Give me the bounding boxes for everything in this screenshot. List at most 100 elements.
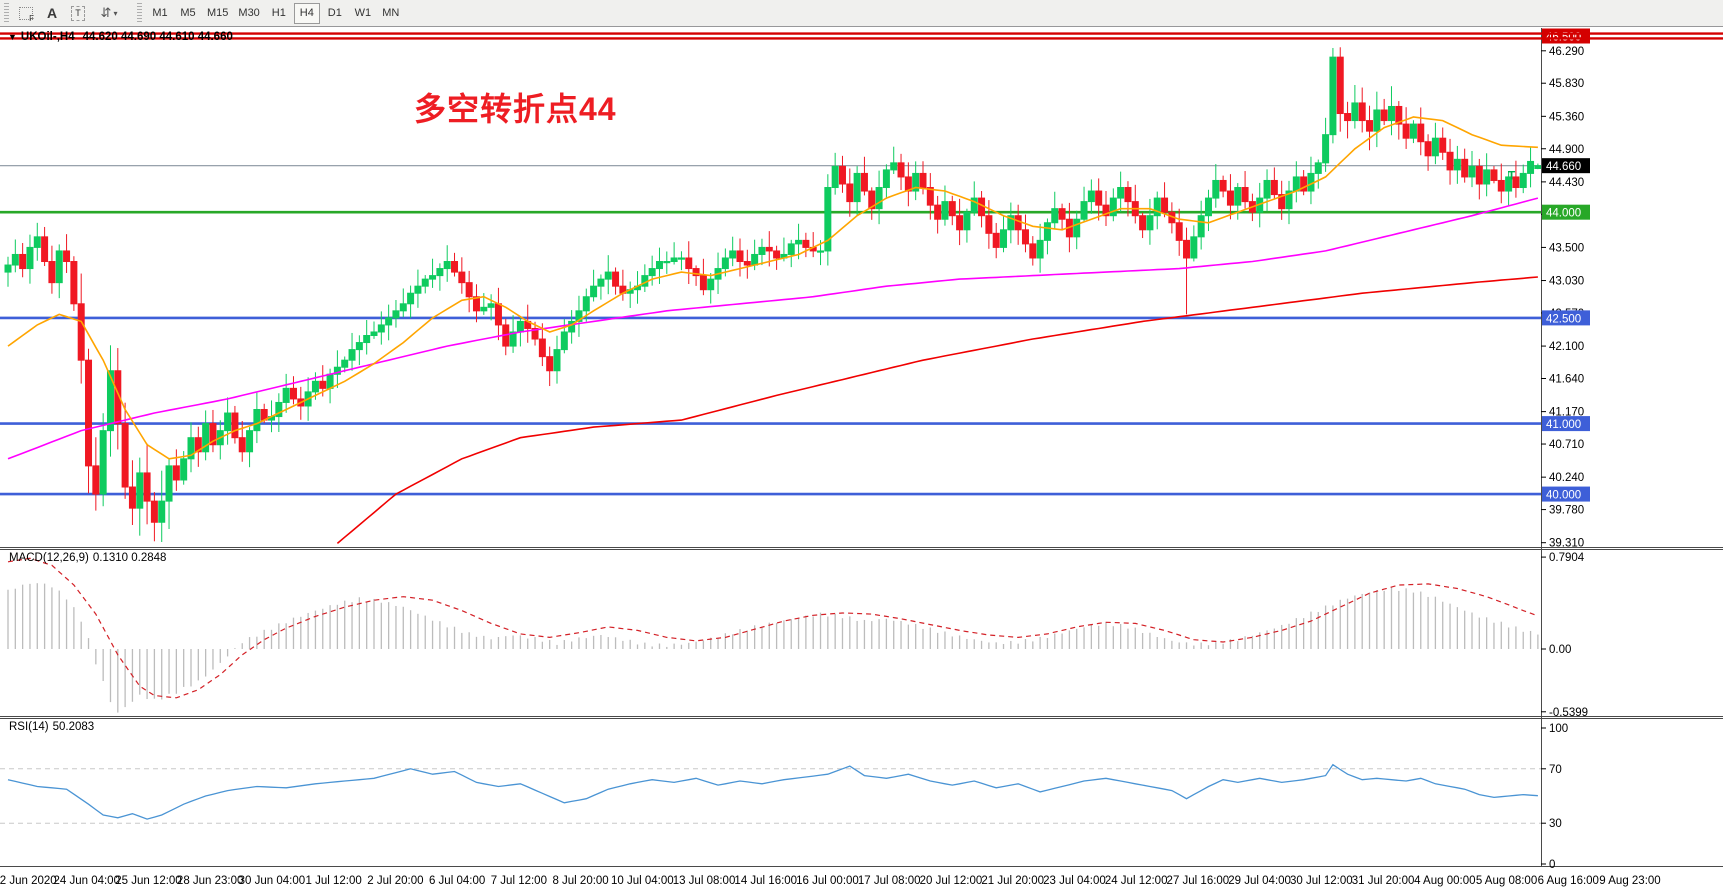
ma-magenta-line (7, 197, 1539, 460)
candle-body (1446, 151, 1454, 171)
candle-body (253, 409, 261, 432)
candle-body (582, 296, 590, 312)
rsi-tick-label: 100 (1549, 723, 1568, 735)
candle-body (1409, 123, 1417, 139)
candle-body (1431, 137, 1439, 157)
candle-body (421, 278, 429, 287)
candle-body (1270, 179, 1278, 196)
candle-body (1117, 187, 1125, 199)
candle-body (1417, 123, 1425, 143)
date-axis-label: 2 Jul 20:00 (367, 875, 423, 887)
chart-properties-button[interactable]: F (13, 2, 39, 24)
candle-body (1051, 208, 1059, 224)
text-label-button[interactable]: T (65, 2, 91, 24)
candle-body (128, 486, 136, 509)
candle-body (150, 500, 158, 523)
candle-body (487, 303, 495, 308)
timeframe-button-H1[interactable]: H1 (266, 3, 292, 24)
toolbar-grip[interactable] (4, 3, 9, 23)
candle-body (1314, 162, 1322, 174)
candle-body (831, 165, 839, 189)
candle-body (1387, 105, 1395, 122)
candle-body (1292, 176, 1300, 192)
candle-body (590, 285, 598, 298)
timeframe-button-M30[interactable]: M30 (234, 3, 263, 24)
dropdown-caret-icon: ▾ (113, 8, 118, 18)
candle-body (77, 303, 85, 361)
timeframe-button-D1[interactable]: D1 (322, 3, 348, 24)
candle-body (85, 359, 93, 467)
price-tick-label: 46.290 (1549, 46, 1584, 58)
candle-body (846, 183, 854, 203)
timeframe-button-M1[interactable]: M1 (147, 3, 173, 24)
candle-body (1007, 215, 1015, 231)
timeframe-button-M15[interactable]: M15 (203, 3, 232, 24)
candle-body (1380, 109, 1388, 122)
date-axis-label: 14 Jul 16:00 (734, 875, 797, 887)
price-badge-41.000 (1542, 416, 1590, 432)
candle-body (1087, 190, 1095, 203)
macd-panel[interactable] (7, 557, 1539, 713)
candle-body (231, 412, 239, 439)
candle-body (1468, 165, 1476, 178)
candle-body (1197, 215, 1205, 238)
ohlc-quote: 44.620 44.690 44.610 44.660 (82, 31, 233, 43)
candle-body (992, 232, 1000, 248)
candle-body (1395, 105, 1403, 125)
candle-body (970, 197, 978, 213)
price-badge-label: 40.000 (1546, 490, 1581, 502)
candle-body (55, 250, 63, 284)
date-axis-label: 25 Jun 12:00 (115, 875, 182, 887)
candle-body (341, 359, 349, 368)
price-badge-40.000 (1542, 486, 1590, 502)
timeframe-button-H4[interactable]: H4 (293, 2, 320, 24)
candle-body (289, 387, 297, 400)
rsi-panel[interactable] (0, 763, 1541, 824)
date-axis-label: 28 Jun 23:00 (177, 875, 244, 887)
price-badge-label: 41.000 (1546, 419, 1581, 431)
candle-body (1278, 194, 1286, 210)
ma-red-line (336, 276, 1538, 545)
price-tick-label: 45.360 (1549, 111, 1584, 123)
chart-marker-t[interactable]: T (1508, 169, 1516, 183)
price-badge-label: 44.000 (1546, 208, 1581, 220)
candle-body (773, 250, 781, 259)
candle-body (436, 268, 444, 277)
candle-body (4, 264, 12, 273)
cycle-arrows-button[interactable]: ⇵ ▾ (91, 2, 127, 24)
candle-body (1021, 229, 1029, 245)
candle-body (26, 246, 34, 270)
candle-body (414, 285, 422, 294)
price-tick-label: 43.030 (1549, 276, 1584, 288)
candle-body (985, 215, 993, 234)
candle-body (729, 250, 737, 259)
candle-body (934, 204, 942, 220)
date-axis-label: 17 Jul 08:00 (858, 875, 921, 887)
timeframe-button-M5[interactable]: M5 (175, 3, 201, 24)
candle-body (546, 356, 554, 372)
candle-body (363, 335, 371, 344)
main-chart-panel[interactable]: T (0, 47, 1548, 545)
candle-body (1109, 197, 1117, 217)
collapse-triangle-icon[interactable]: ▼ (8, 32, 17, 42)
toolbar-grip[interactable] (137, 3, 142, 23)
timeframe-button-W1[interactable]: W1 (350, 3, 376, 24)
candle-body (143, 472, 151, 502)
rsi-name: RSI(14) (9, 721, 49, 733)
candle-body (1285, 190, 1293, 210)
candle-body (1014, 215, 1022, 231)
price-tick-label: 40.240 (1549, 472, 1584, 484)
price-tick-label: 42.100 (1549, 341, 1584, 353)
timeframe-button-MN[interactable]: MN (378, 3, 404, 24)
chart-annotation-text[interactable]: 多空转折点44 (414, 91, 617, 127)
candle-body (509, 331, 517, 347)
candle-body (612, 271, 620, 287)
candle-body (194, 437, 202, 453)
candle-body (33, 236, 41, 248)
date-axis-label: 30 Jun 04:00 (239, 875, 306, 887)
candle-body (1036, 239, 1044, 259)
insert-text-button[interactable]: A (39, 2, 65, 24)
candle-body (238, 437, 246, 453)
